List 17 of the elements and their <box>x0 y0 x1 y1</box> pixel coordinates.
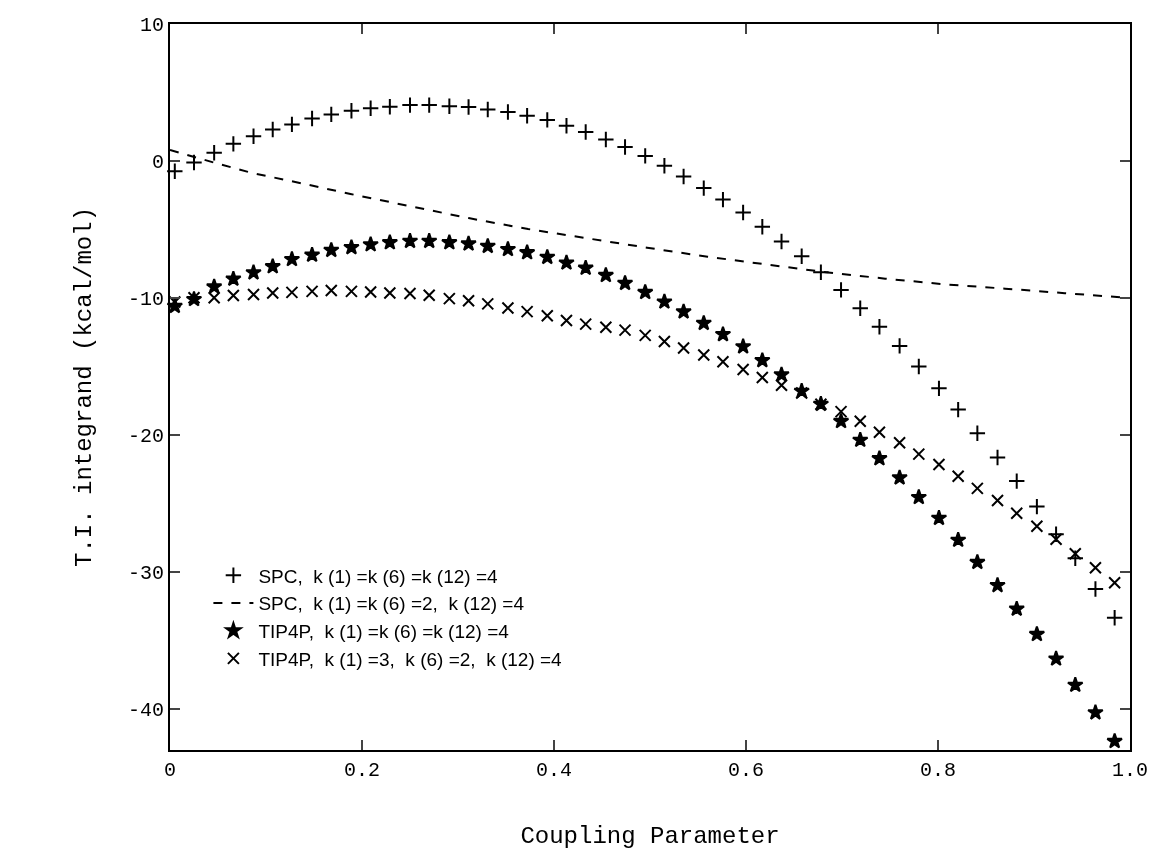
x-tick-label: 0.8 <box>919 759 957 782</box>
x-tick-label: 0.4 <box>535 759 573 782</box>
legend-label: TIP4P, k (1) =3, k (6) =2, k (12) =4 <box>258 648 563 670</box>
legend-label: SPC, k (1) =k (6) =2, k (12) =4 <box>258 593 525 615</box>
legend-label: SPC, k (1) =k (6) =k (12) =4 <box>258 565 498 587</box>
y-tick-label: 10 <box>139 14 164 37</box>
y-tick-label: -20 <box>127 424 164 448</box>
y-axis-title: T.I. integrand (kcal/mol) <box>70 206 98 568</box>
x-tick-label: 1.0 <box>1111 759 1149 782</box>
x-axis-title: Coupling Parameter <box>520 822 780 850</box>
x-tick-label: 0.2 <box>343 759 381 782</box>
y-tick-label: -10 <box>127 287 164 311</box>
y-tick-label: 0 <box>151 150 164 174</box>
legend-label: TIP4P, k (1) =k (6) =k (12) =4 <box>258 621 510 643</box>
y-tick-label: -30 <box>127 561 164 585</box>
y-tick-label: -40 <box>127 698 164 722</box>
x-tick-label: 0.6 <box>727 759 765 782</box>
